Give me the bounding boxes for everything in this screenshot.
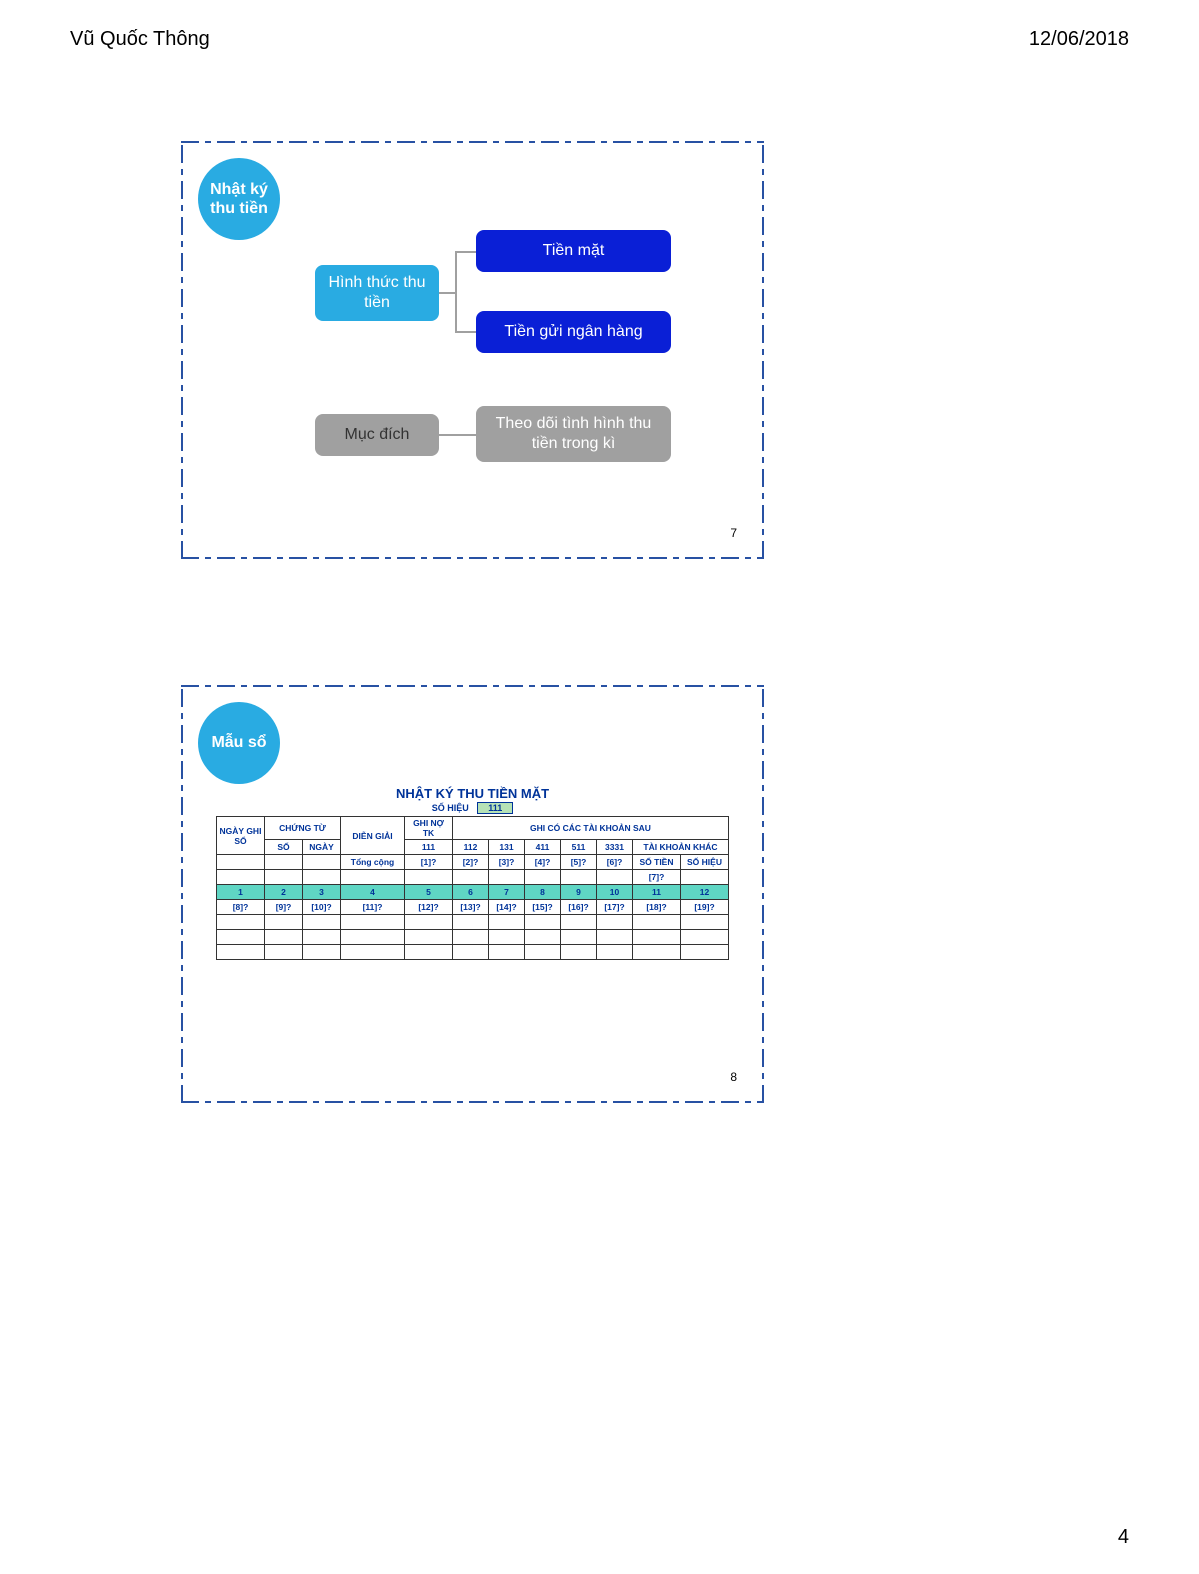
header-row-3: Tổng cộng [1]? [2]? [3]? [4]? [5]? [6]? … — [217, 855, 729, 870]
num-2: 2 — [265, 885, 303, 900]
page-header: Vũ Quốc Thông 12/06/2018 — [70, 28, 1129, 51]
num-1: 1 — [217, 885, 265, 900]
header-row-1: NGÀY GHI SỔ CHỨNG TỪ DIỄN GIẢI GHI NỢ TK… — [217, 817, 729, 840]
d-9: [16]? — [561, 900, 597, 915]
tong-5: [5]? — [561, 855, 597, 870]
node-bank: Tiền gửi ngân hàng — [476, 311, 671, 353]
slide2-badge: Mẫu sổ — [198, 702, 280, 784]
num-12: 12 — [681, 885, 729, 900]
page-number: 4 — [1118, 1526, 1129, 1549]
edge-form-cash-h2 — [455, 251, 476, 253]
blank-1 — [217, 855, 265, 870]
d-2: [9]? — [265, 900, 303, 915]
slide1-badge-text: Nhật ký thu tiền — [198, 180, 280, 218]
sohieu-value: 111 — [477, 802, 513, 814]
edge-form-bank-v — [455, 292, 457, 333]
tong-4: [4]? — [525, 855, 561, 870]
blank-3 — [303, 855, 341, 870]
d-12: [19]? — [681, 900, 729, 915]
blank-2 — [265, 855, 303, 870]
d-11: [18]? — [633, 900, 681, 915]
num-7: 7 — [489, 885, 525, 900]
node-track-label: Theo dõi tình hình thu tiền trong kì — [484, 414, 663, 454]
hdr-411: 411 — [525, 840, 561, 855]
node-cash-label: Tiền mặt — [543, 241, 605, 261]
num-4: 4 — [341, 885, 405, 900]
tong-6: [6]? — [597, 855, 633, 870]
table-title: NHẬT KÝ THU TIỀN MẶT — [180, 786, 765, 801]
hdr-sotien: SỐ TIỀN — [633, 855, 681, 870]
num-9: 9 — [561, 885, 597, 900]
d-1: [8]? — [217, 900, 265, 915]
num-8: 8 — [525, 885, 561, 900]
node-purpose: Mục đích — [315, 414, 439, 456]
hdr-chungtu: CHỨNG TỪ — [265, 817, 341, 840]
num-5: 5 — [405, 885, 453, 900]
hdr-511: 511 — [561, 840, 597, 855]
header-date: 12/06/2018 — [1029, 28, 1129, 51]
edge-form-cash-h1 — [439, 292, 455, 294]
edge-purpose-track — [439, 434, 476, 436]
edge-form-bank-h2 — [455, 331, 476, 333]
node-form: Hình thức thu tiền — [315, 265, 439, 321]
hdr-ngay2: NGÀY — [303, 840, 341, 855]
hdr-tongcong: Tổng cộng — [341, 855, 405, 870]
ledger-table: NGÀY GHI SỔ CHỨNG TỪ DIỄN GIẢI GHI NỢ TK… — [216, 816, 729, 960]
d-6: [13]? — [453, 900, 489, 915]
slide-2: Mẫu sổ NHẬT KÝ THU TIỀN MẶT SỐ HIỆU 111 … — [180, 684, 765, 1104]
tong-7: [7]? — [633, 870, 681, 885]
node-cash: Tiền mặt — [476, 230, 671, 272]
hdr-diengiai: DIỄN GIẢI — [341, 817, 405, 855]
node-form-label: Hình thức thu tiền — [323, 273, 431, 313]
hdr-tkkhac: TÀI KHOẢN KHÁC — [633, 840, 729, 855]
tong-spare-row: [7]? — [217, 870, 729, 885]
num-10: 10 — [597, 885, 633, 900]
table-sohieu: SỐ HIỆU 111 — [180, 802, 765, 814]
node-purpose-label: Mục đích — [345, 425, 410, 445]
number-row: 1 2 3 4 5 6 7 8 9 10 11 12 — [217, 885, 729, 900]
node-bank-label: Tiền gửi ngân hàng — [504, 322, 642, 342]
num-6: 6 — [453, 885, 489, 900]
d-3: [10]? — [303, 900, 341, 915]
hdr-ghicocac: GHI CÓ CÁC TÀI KHOẢN SAU — [453, 817, 729, 840]
hdr-111: 111 — [405, 840, 453, 855]
blank-row-3 — [217, 945, 729, 960]
data-row: [8]? [9]? [10]? [11]? [12]? [13]? [14]? … — [217, 900, 729, 915]
slide-1: Nhật ký thu tiền Hình thức thu tiền Tiền… — [180, 140, 765, 560]
blank-row-2 — [217, 930, 729, 945]
d-7: [14]? — [489, 900, 525, 915]
num-11: 11 — [633, 885, 681, 900]
hdr-ghinotk: GHI NỢ TK — [405, 817, 453, 840]
tong-1: [1]? — [405, 855, 453, 870]
edge-form-cash-v — [455, 251, 457, 294]
hdr-so: SỐ — [265, 840, 303, 855]
hdr-131: 131 — [489, 840, 525, 855]
hdr-sohieu: SỐ HIỆU — [681, 855, 729, 870]
tong-3: [3]? — [489, 855, 525, 870]
d-10: [17]? — [597, 900, 633, 915]
hdr-112: 112 — [453, 840, 489, 855]
d-8: [15]? — [525, 900, 561, 915]
blank-row-1 — [217, 915, 729, 930]
slide1-badge: Nhật ký thu tiền — [198, 158, 280, 240]
node-track: Theo dõi tình hình thu tiền trong kì — [476, 406, 671, 462]
num-3: 3 — [303, 885, 341, 900]
hdr-ngay: NGÀY GHI SỔ — [217, 817, 265, 855]
sohieu-label: SỐ HIỆU — [432, 803, 469, 813]
slide1-number: 7 — [730, 526, 737, 540]
d-4: [11]? — [341, 900, 405, 915]
slide2-number: 8 — [730, 1070, 737, 1084]
author-name: Vũ Quốc Thông — [70, 28, 210, 51]
header-row-2: SỐ NGÀY 111 112 131 411 511 3331 TÀI KHO… — [217, 840, 729, 855]
tong-2: [2]? — [453, 855, 489, 870]
slide2-badge-text: Mẫu sổ — [211, 733, 266, 752]
d-5: [12]? — [405, 900, 453, 915]
hdr-3331: 3331 — [597, 840, 633, 855]
